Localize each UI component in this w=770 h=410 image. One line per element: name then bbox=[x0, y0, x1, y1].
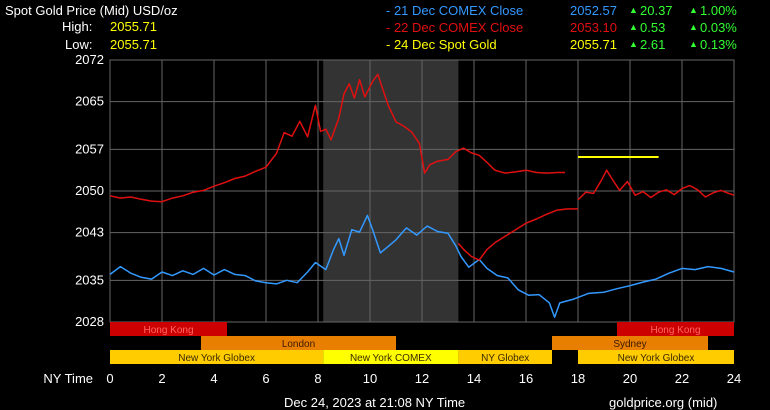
up-arrow-icon: ▲ bbox=[689, 22, 698, 32]
y-tick-label: 2050 bbox=[75, 183, 104, 198]
up-arrow-icon: ▲ bbox=[629, 39, 638, 49]
session-bar bbox=[552, 336, 708, 350]
session-bar bbox=[110, 322, 227, 336]
session-label: London bbox=[282, 339, 315, 350]
session-bar bbox=[578, 350, 734, 364]
y-tick-label: 2057 bbox=[75, 141, 104, 156]
y-tick-label: 2065 bbox=[75, 94, 104, 109]
footer-source: goldprice.org (mid) bbox=[609, 395, 718, 410]
session-bar bbox=[201, 336, 396, 350]
session-bar bbox=[458, 350, 552, 364]
x-tick-label: 10 bbox=[363, 371, 377, 386]
series-line bbox=[109, 214, 735, 318]
session-label: New York COMEX bbox=[350, 353, 432, 364]
y-tick-label: 2028 bbox=[75, 314, 104, 329]
series-line bbox=[109, 73, 565, 203]
session-label: New York Globex bbox=[618, 353, 695, 364]
x-axis-label: NY Time bbox=[43, 371, 93, 386]
x-tick-label: 20 bbox=[623, 371, 637, 386]
x-tick-label: 18 bbox=[571, 371, 585, 386]
low-label: Low: bbox=[65, 37, 93, 52]
legend-series-pct: 1.00% bbox=[700, 3, 737, 18]
session-bar bbox=[323, 350, 459, 364]
legend-series-price: 2055.71 bbox=[570, 37, 617, 52]
legend-series-change: 20.37 bbox=[640, 3, 673, 18]
session-label: Hong Kong bbox=[143, 325, 193, 336]
y-tick-label: 2043 bbox=[75, 225, 104, 240]
legend-series-label: - 24 Dec Spot Gold bbox=[386, 37, 497, 52]
legend-series-label: - 22 Dec COMEX Close bbox=[386, 20, 524, 35]
legend-series-pct: 0.03% bbox=[700, 20, 737, 35]
y-tick-label: 2072 bbox=[75, 52, 104, 67]
session-label: NY Globex bbox=[481, 353, 529, 364]
up-arrow-icon: ▲ bbox=[629, 5, 638, 15]
session-bar bbox=[110, 350, 324, 364]
up-arrow-icon: ▲ bbox=[629, 22, 638, 32]
session-label: New York Globex bbox=[178, 353, 255, 364]
x-tick-label: 4 bbox=[210, 371, 217, 386]
legend-series-pct: 0.13% bbox=[700, 37, 737, 52]
series-line bbox=[577, 169, 735, 201]
high-value: 2055.71 bbox=[110, 19, 157, 34]
y-tick-label: 2035 bbox=[75, 272, 104, 287]
x-tick-label: 0 bbox=[106, 371, 113, 386]
legend-series-change: 0.53 bbox=[640, 20, 666, 35]
legend-series-label: - 21 Dec COMEX Close bbox=[386, 3, 524, 18]
x-tick-label: 14 bbox=[467, 371, 481, 386]
x-tick-label: 24 bbox=[727, 371, 741, 386]
session-label: Sydney bbox=[613, 339, 646, 350]
legend-series-price: 2053.10 bbox=[570, 20, 617, 35]
x-tick-label: 12 bbox=[415, 371, 429, 386]
up-arrow-icon: ▲ bbox=[689, 39, 698, 49]
footer-timestamp: Dec 24, 2023 at 21:08 NY Time bbox=[284, 395, 466, 410]
up-arrow-icon: ▲ bbox=[689, 5, 698, 15]
series-line bbox=[457, 208, 578, 261]
session-bar bbox=[617, 322, 734, 336]
high-label: High: bbox=[62, 19, 93, 34]
x-tick-label: 6 bbox=[262, 371, 269, 386]
low-value: 2055.71 bbox=[110, 37, 157, 52]
x-tick-label: 22 bbox=[675, 371, 689, 386]
legend-series-change: 2.61 bbox=[640, 37, 666, 52]
legend-series-price: 2052.57 bbox=[570, 3, 617, 18]
chart-title: Spot Gold Price (Mid) USD/oz bbox=[5, 3, 178, 18]
x-tick-label: 8 bbox=[314, 371, 321, 386]
x-tick-label: 2 bbox=[158, 371, 165, 386]
session-label: Hong Kong bbox=[650, 325, 700, 336]
x-tick-label: 16 bbox=[519, 371, 533, 386]
